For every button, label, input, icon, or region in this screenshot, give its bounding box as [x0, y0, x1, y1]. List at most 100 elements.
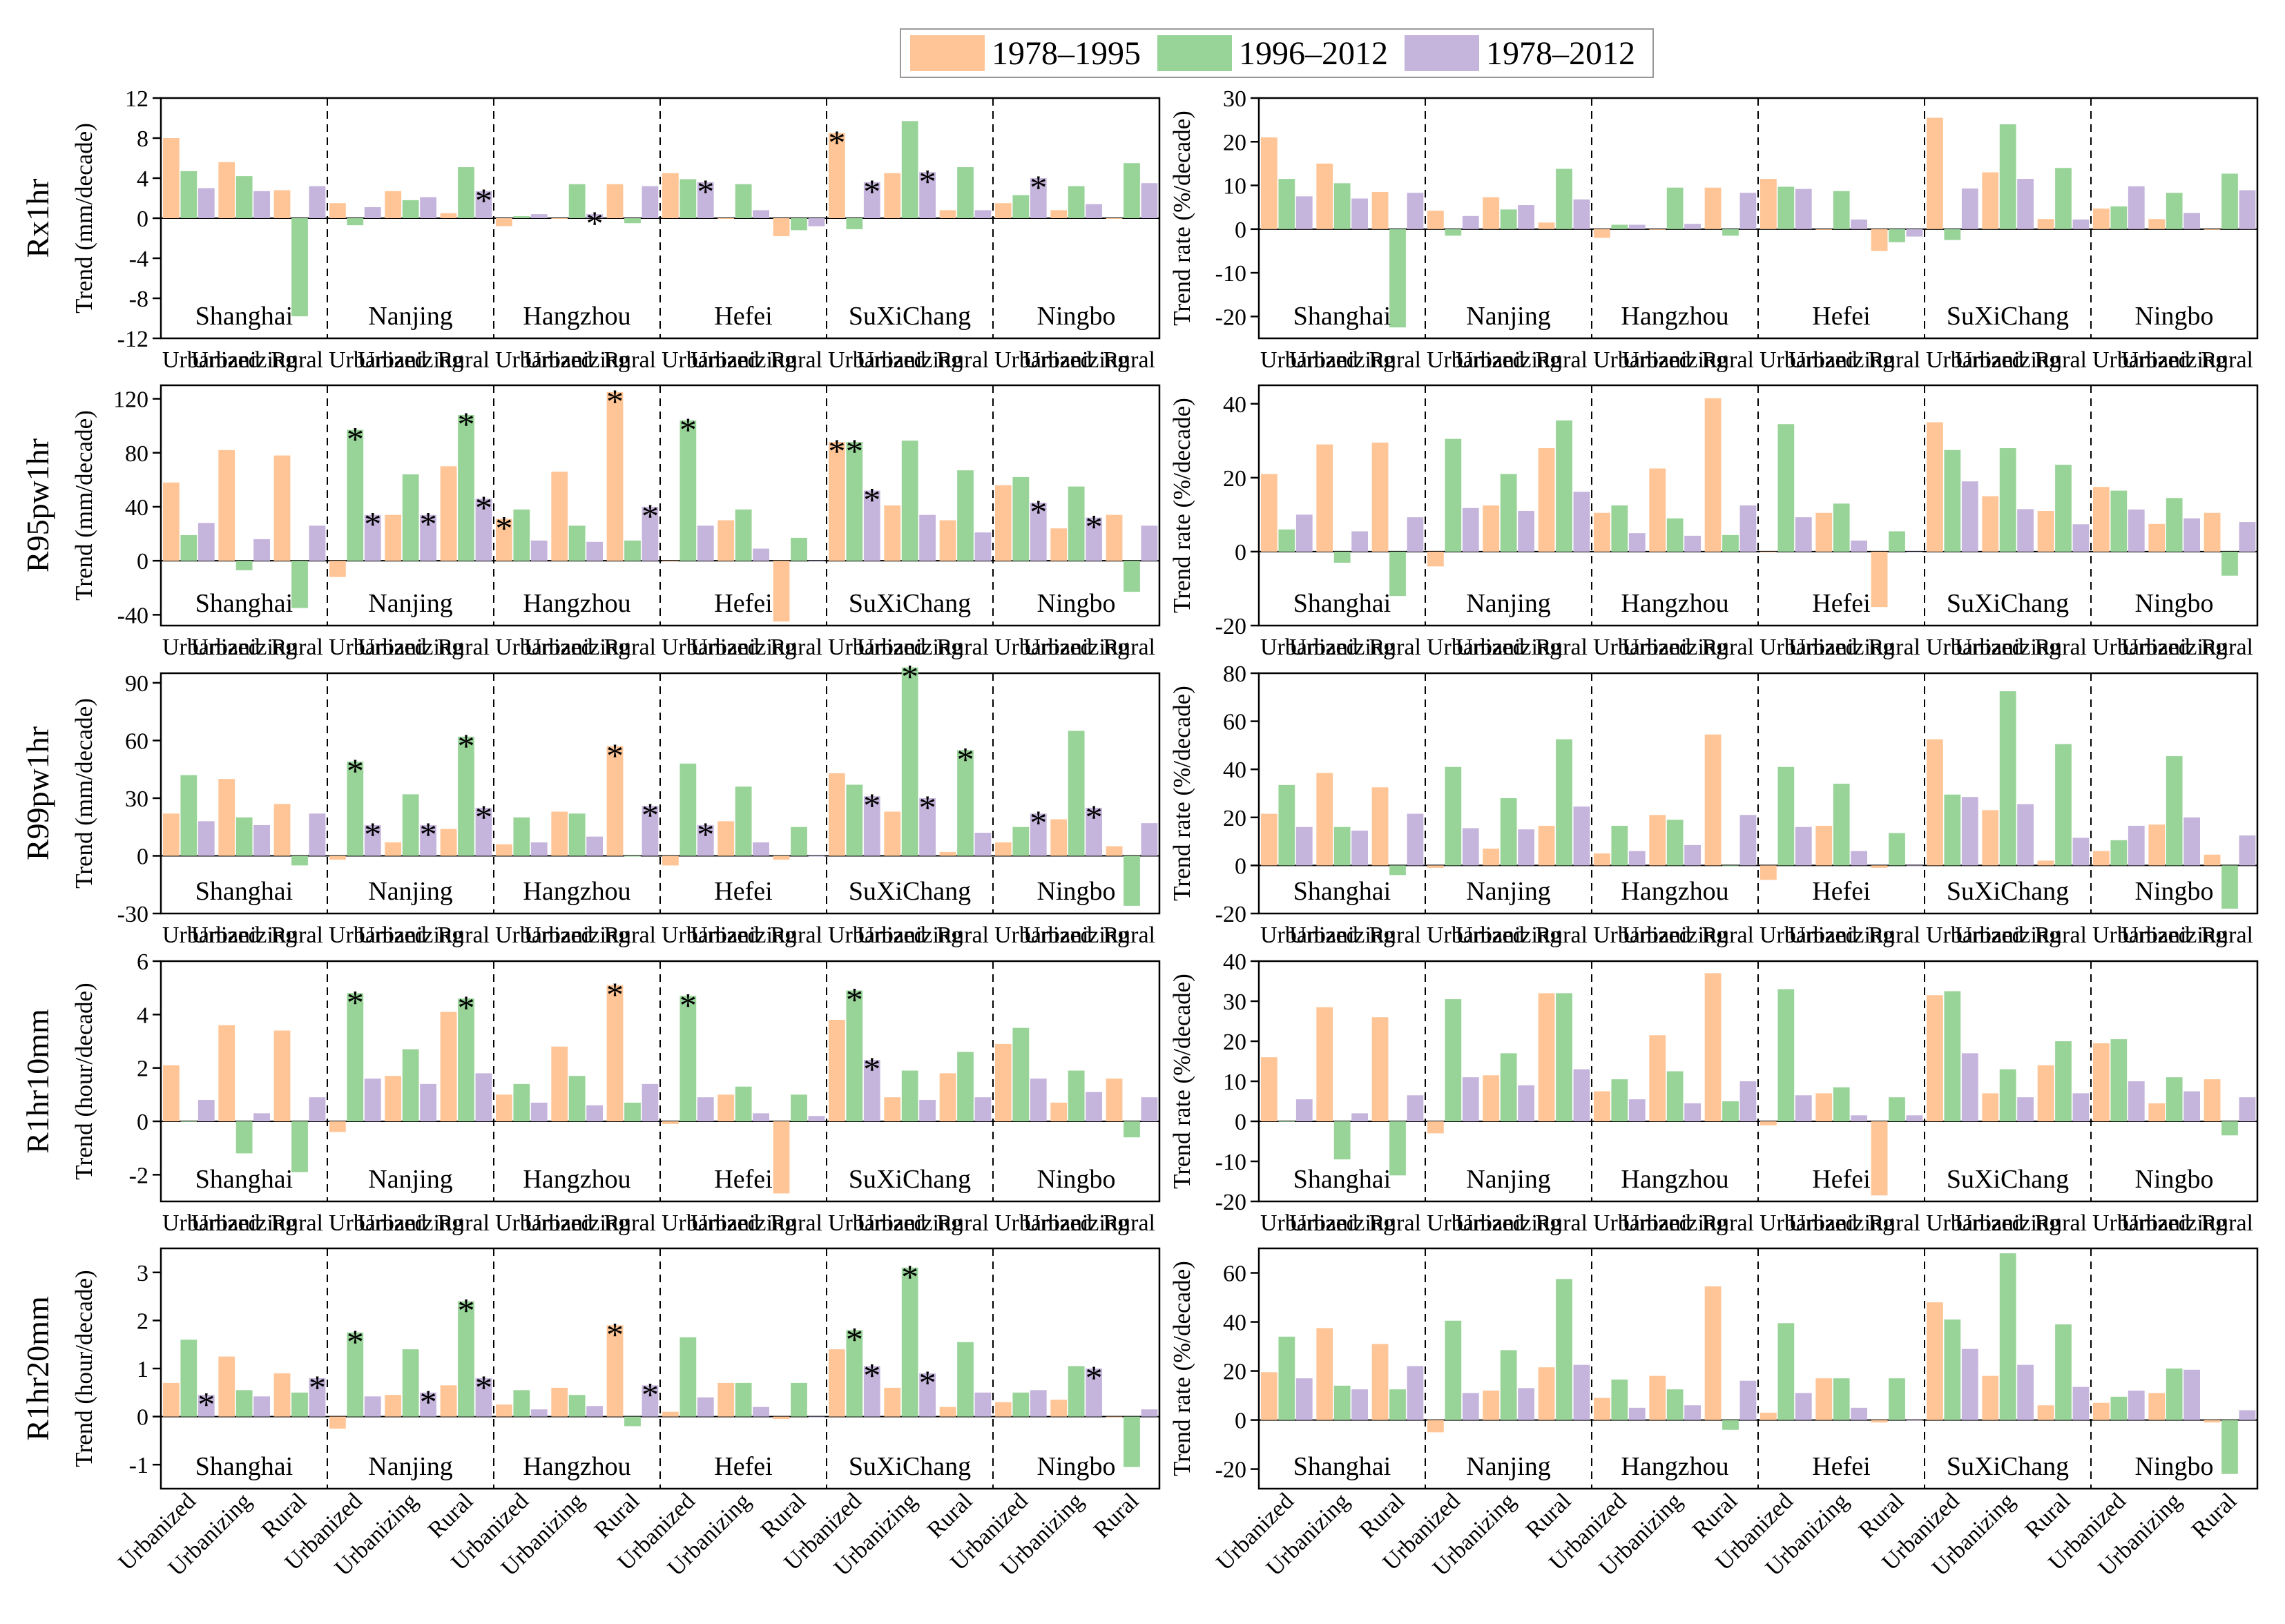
- bar-nanjing-rural-1: [440, 1385, 457, 1417]
- bar-ningbo-rural-2: [1124, 856, 1140, 906]
- bar-shanghai-urbanizing-1: [1316, 444, 1333, 552]
- significance-star: *: [458, 726, 475, 765]
- x-category-label: Urbanizing: [1023, 922, 1129, 948]
- row-label: Rx1hr: [20, 179, 55, 258]
- x-category-label: Urbanized: [1427, 922, 1525, 948]
- bar-nanjing-rural-3: [1573, 199, 1590, 229]
- bar-hefei-urbanizing-2: [1833, 503, 1850, 552]
- bar-suxichang-urbanized-3: [1961, 1053, 1978, 1121]
- bar-shanghai-rural-3: [1407, 1095, 1424, 1121]
- city-label: Hefei: [714, 302, 772, 331]
- significance-star: *: [420, 815, 437, 853]
- x-category-label: Rural: [604, 922, 656, 948]
- bar-nanjing-rural-1: [440, 213, 457, 218]
- legend-swatch-1978-1995: [910, 35, 985, 71]
- bar-hefei-urbanized-3: [697, 525, 714, 561]
- x-category-label: Urbanized: [329, 347, 427, 373]
- bar-suxichang-rural-3: [2072, 524, 2090, 552]
- row-label: R99pw1hr: [20, 726, 55, 860]
- x-category-label: Urbanizing: [191, 1210, 297, 1236]
- bar-hangzhou-urbanized-3: [1628, 533, 1646, 552]
- city-label: Ningbo: [1037, 1452, 1116, 1481]
- bar-nanjing-urbanizing-2: [402, 200, 419, 218]
- bar-shanghai-urbanizing-1: [218, 779, 235, 856]
- city-label: Ningbo: [2135, 589, 2214, 618]
- bar-ningbo-urbanizing-2: [2166, 498, 2183, 552]
- city-label: SuXiChang: [1947, 1165, 2069, 1194]
- x-category-label: Rural: [770, 347, 822, 373]
- bar-shanghai-urbanizing-1: [1316, 1007, 1333, 1121]
- x-category-label: Urbanized: [162, 1210, 260, 1236]
- y-tick-label: 40: [1223, 949, 1246, 975]
- bar-suxichang-rural-2: [957, 750, 974, 856]
- bar-hangzhou-rural-2: [624, 1416, 641, 1427]
- bar-hefei-urbanizing-3: [753, 548, 769, 561]
- bar-shanghai-urbanized-1: [163, 138, 180, 218]
- city-label: Shanghai: [195, 1165, 293, 1194]
- bar-ningbo-urbanizing-1: [2148, 1103, 2166, 1121]
- x-category-label: Rural: [437, 922, 490, 948]
- x-category-label: Urbanized: [1926, 635, 2024, 660]
- city-label: Ningbo: [2135, 302, 2214, 331]
- significance-star: *: [364, 505, 381, 543]
- x-category-label: Rural: [437, 347, 490, 373]
- bar-hefei-urbanizing-2: [1833, 1378, 1850, 1420]
- bar-nanjing-rural-2: [458, 736, 474, 856]
- bar-ningbo-urbanizing-3: [1086, 517, 1102, 561]
- significance-star: *: [606, 382, 624, 420]
- bar-shanghai-urbanizing-3: [1351, 531, 1368, 552]
- city-label: Hangzhou: [523, 1452, 630, 1481]
- city-label: Hangzhou: [1621, 589, 1728, 618]
- y-tick-label: 80: [125, 441, 148, 467]
- city-label: Hefei: [714, 1452, 772, 1481]
- row-label: R1hr20mm: [20, 1296, 55, 1441]
- city-label: Hefei: [1812, 1165, 1870, 1194]
- bar-nanjing-urbanizing-3: [1518, 1085, 1534, 1121]
- bar-suxichang-rural-2: [957, 470, 974, 561]
- bar-shanghai-urbanizing-1: [218, 162, 235, 218]
- bar-hefei-urbanized-3: [1795, 517, 1812, 552]
- y-tick-label: 8: [137, 126, 148, 152]
- bar-ningbo-rural-1: [1106, 218, 1123, 219]
- significance-star: *: [828, 123, 845, 162]
- y-tick-label: 4: [137, 166, 148, 192]
- significance-star: *: [957, 740, 974, 778]
- bar-ningbo-urbanized-1: [995, 1402, 1012, 1417]
- bar-shanghai-rural-3: [1407, 1366, 1424, 1420]
- bar-hangzhou-urbanized-2: [1611, 1379, 1628, 1420]
- bar-suxichang-urbanizing-1: [884, 505, 901, 561]
- bar-shanghai-urbanized-2: [1278, 784, 1295, 866]
- bar-hefei-rural-2: [791, 537, 807, 561]
- x-category-label: Urbanizing: [1622, 635, 1728, 660]
- x-category-label: Urbanizing: [1456, 1210, 1561, 1236]
- x-category-label: Urbanized: [828, 1210, 926, 1236]
- bar-nanjing-urbanizing-3: [420, 824, 436, 856]
- bar-nanjing-rural-2: [1556, 168, 1572, 229]
- bar-hefei-rural-1: [773, 561, 790, 622]
- bar-hangzhou-urbanized-3: [1628, 224, 1646, 229]
- bar-ningbo-rural-3: [1141, 823, 1158, 856]
- bar-hangzhou-urbanizing-3: [1684, 1103, 1701, 1121]
- bar-suxichang-urbanized-2: [846, 990, 863, 1121]
- bar-nanjing-urbanizing-1: [1483, 197, 1500, 229]
- x-category-label: Urbanizing: [2121, 347, 2227, 373]
- bar-hangzhou-rural-3: [642, 506, 659, 561]
- x-category-label: Urbanized: [1759, 635, 1858, 660]
- bar-hefei-urbanizing-2: [735, 1086, 752, 1121]
- y-tick-label: 10: [1223, 174, 1246, 200]
- bar-suxichang-urbanizing-3: [2017, 1097, 2034, 1121]
- bar-shanghai-urbanizing-2: [1333, 1385, 1351, 1420]
- bar-hefei-urbanizing-3: [1851, 540, 1867, 552]
- x-category-label: Urbanized: [1593, 347, 1691, 373]
- bar-suxichang-rural-2: [957, 1052, 974, 1121]
- bar-ningbo-urbanized-1: [2093, 1043, 2110, 1121]
- significance-star: *: [606, 975, 624, 1014]
- bar-suxichang-rural-2: [957, 1342, 974, 1417]
- bar-hangzhou-urbanizing-3: [1684, 224, 1701, 229]
- bar-hefei-rural-3: [1906, 229, 1923, 237]
- bar-ningbo-urbanizing-3: [2183, 518, 2200, 552]
- significance-star: *: [420, 505, 437, 543]
- bar-ningbo-urbanizing-2: [1068, 1070, 1085, 1121]
- bar-ningbo-urbanizing-3: [2183, 1091, 2200, 1121]
